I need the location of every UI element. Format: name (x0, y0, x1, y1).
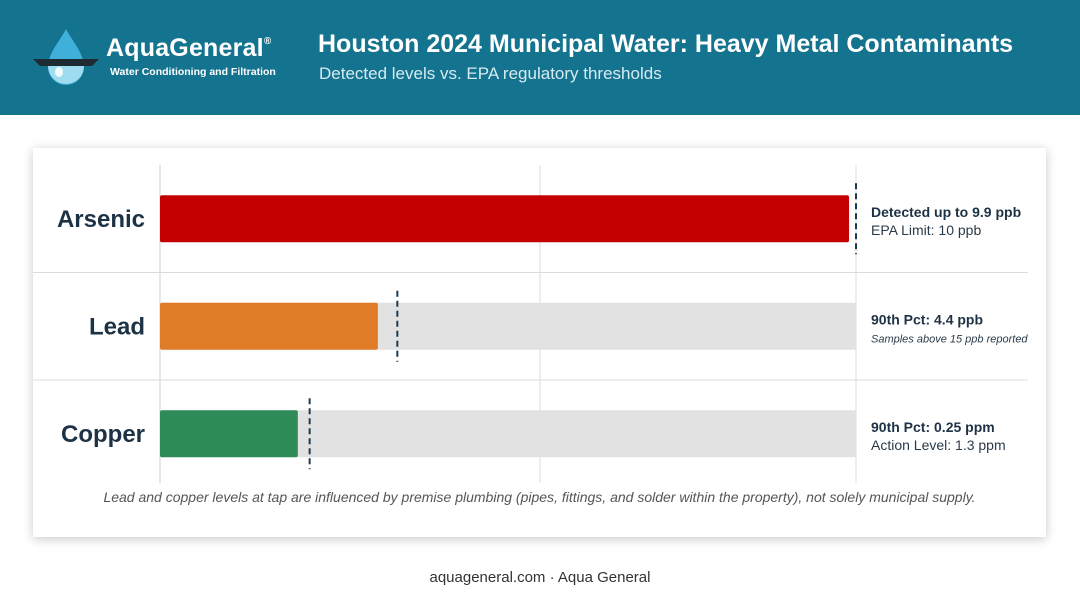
data-label-main: 90th Pct: 0.25 ppm (871, 419, 995, 435)
data-label-main: 90th Pct: 4.4 ppb (871, 311, 983, 327)
category-label: Lead (89, 313, 145, 340)
data-label-sub: Action Level: 1.3 ppm (871, 437, 1006, 453)
chart-title: Houston 2024 Municipal Water: Heavy Meta… (318, 30, 1014, 58)
footnote: Lead and copper levels at tap are influe… (103, 489, 976, 505)
data-label-sub: EPA Limit: 10 ppb (871, 222, 981, 238)
bar-copper (160, 410, 298, 458)
header-banner: AquaGeneral® Water Conditioning and Filt… (0, 0, 1080, 115)
bar-lead (160, 302, 378, 350)
water-drop-icon (33, 29, 99, 85)
chart-subtitle: Detected levels vs. EPA regulatory thres… (319, 64, 662, 83)
data-label-main: Detected up to 9.9 ppb (871, 204, 1021, 220)
brand-name: AquaGeneral® (106, 34, 272, 62)
registered-mark: ® (263, 36, 272, 47)
bar-arsenic (160, 195, 850, 243)
category-label: Arsenic (57, 206, 145, 233)
bar-chart: Arsenic Detected up to 9.9 ppb EPA Limit: … (33, 165, 1028, 483)
chart-card: Arsenic Detected up to 9.9 ppb EPA Limit: … (33, 148, 1046, 537)
category-label: Copper (61, 421, 145, 448)
data-label-sub: Samples above 15 ppb reported (871, 333, 1028, 345)
footer-credit: aquageneral.com · Aqua General (429, 569, 651, 586)
brand-tagline: Water Conditioning and Filtration (110, 66, 276, 78)
